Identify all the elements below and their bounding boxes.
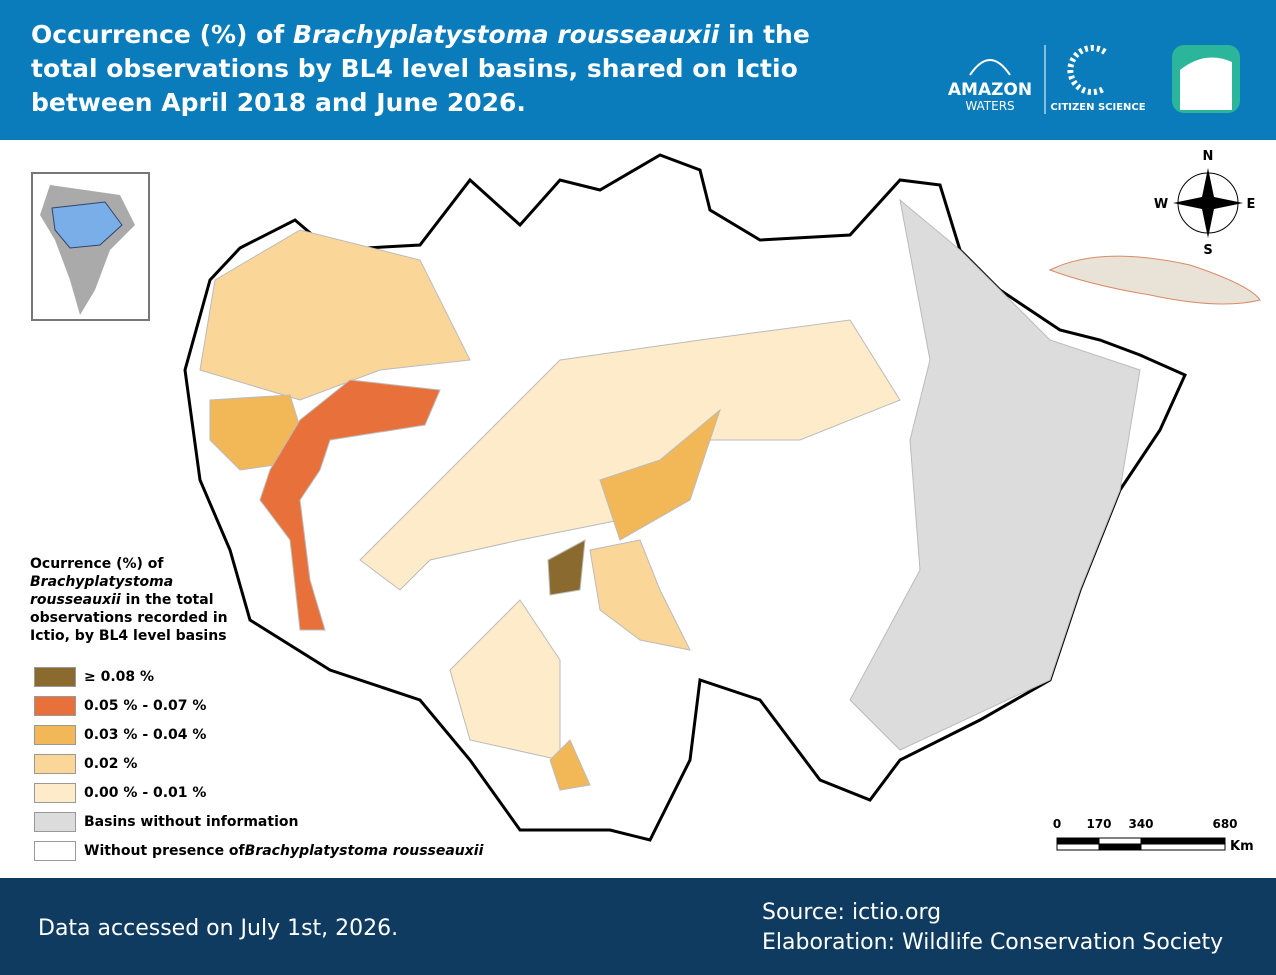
basin [449,599,561,761]
footer-text: Data accessed on July 1st, 2026. [38,916,399,941]
compass-label: E [1247,197,1256,212]
logo-text: AMAZON [948,80,1032,100]
legend-swatch [34,754,76,774]
legend-item: 0.03 % - 0.04 % [34,725,206,745]
scale-label: 680 [1212,817,1237,831]
title-species: Brachyplatystoma rousseauxii [292,20,720,49]
logo-text: WATERS [965,99,1014,113]
scale-segment [1056,837,1100,845]
legend-species: Brachyplatystoma rousseauxii [244,843,484,859]
scale-segment [1140,843,1226,851]
legend-label: Without presence of [84,843,245,859]
legend-swatch [34,783,76,803]
legend-title: Ocurrence (%) of Brachyplatystoma rousse… [30,555,260,645]
logo-text: CITIZEN SCIENCE [1050,102,1145,113]
legend-swatch [34,667,76,687]
legend-item: Without presence of Brachyplatystoma rou… [34,841,483,861]
footer-text: Source: ictio.org [762,900,942,925]
basin [549,739,591,791]
legend-label: 0.05 % - 0.07 % [84,698,207,714]
footer-text: Elaboration: Wildlife Conservation Socie… [762,930,1224,955]
scale-label: 0 [1053,817,1061,831]
legend-swatch [34,841,76,861]
legend-swatch [34,725,76,745]
header: Occurrence (%) of Brachyplatystoma rouss… [0,0,1276,140]
basin [259,379,441,631]
scale-unit: Km [1230,839,1254,854]
legend-label: ≥ 0.08 % [84,669,155,685]
map: N S E W 0 170 340 680 Km [31,149,1261,854]
legend-item: ≥ 0.08 % [34,667,154,687]
scale-label: 170 [1086,817,1111,831]
compass-label: N [1203,149,1214,164]
legend-label: 0.00 % - 0.01 % [84,785,207,801]
compass-label: W [1154,197,1168,212]
legend-label: Basins without information [84,814,299,830]
title: Occurrence (%) of Brachyplatystoma rouss… [31,18,851,120]
footer: Data accessed on July 1st, 2026. Source:… [0,878,1276,975]
scale-segment [1098,843,1142,851]
title-text: Occurrence (%) of [31,20,293,49]
legend-item: 0.00 % - 0.01 % [34,783,206,803]
scale-segment [1140,837,1226,845]
legend-label: 0.02 % [84,756,138,772]
basin [547,539,586,596]
title-text: in the total observations by BL4 level b… [31,20,810,117]
basin [199,229,471,401]
legend-swatch [34,696,76,716]
scale-segment [1098,837,1142,845]
legend-text: Ocurrence (%) of [30,556,164,572]
compass-label: S [1203,243,1212,258]
legend-item: 0.02 % [34,754,137,774]
legend-item: Basins without information [34,812,298,832]
legend-text: in the total observations recorded in Ic… [30,592,228,644]
logos: AMAZON WATERS CITIZEN SCIENCE [948,45,1240,114]
legend-swatch [34,812,76,832]
legend-item: 0.05 % - 0.07 % [34,696,206,716]
basin [589,539,691,651]
basin [599,408,722,541]
scale-label: 340 [1128,817,1153,831]
scale-segment [1056,843,1100,851]
legend-label: 0.03 % - 0.04 % [84,727,207,743]
basin [849,198,1141,751]
legend-species: Brachyplatystoma rousseauxii [30,574,174,608]
